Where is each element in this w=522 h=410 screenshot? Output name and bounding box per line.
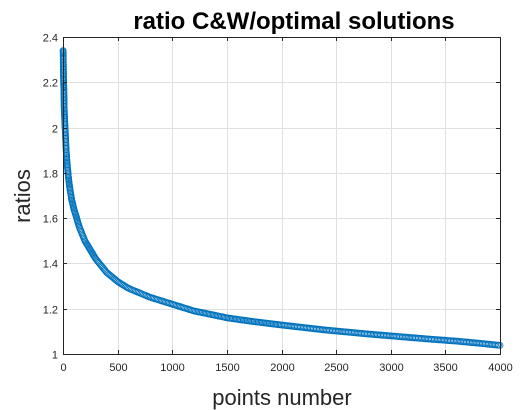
x-tick-label: 4000 [488,362,512,374]
x-tick-label: 3000 [379,362,403,374]
y-tick-label: 1.2 [43,305,58,317]
data-point [113,277,120,285]
axis-ticks: 0 500 1000 1500 2000 2500 3000 3500 4000 1 1.2 1.4 1… [43,33,513,375]
chart-title: ratio C&W/optimal solutions [133,8,454,35]
data-point [91,254,99,262]
x-tick-label: 2000 [270,362,294,374]
x-tick-label: 2500 [324,362,348,374]
y-tick-label: 2.2 [43,78,58,90]
y-axis-label: ratios [10,169,35,223]
grid [63,37,501,355]
y-tick-label: 1.6 [43,214,58,226]
x-tick-label: 3500 [433,362,457,374]
y-tick-label: 1.8 [43,169,58,181]
y-tick-label: 2.4 [43,33,58,45]
x-tick-label: 1500 [215,362,239,374]
y-tick-label: 2 [52,124,58,136]
y-tick-label: 1 [52,350,58,362]
x-tick-label: 0 [60,362,66,374]
data-series [59,47,504,349]
x-axis-label: points number [212,385,351,410]
y-tick-label: 1.4 [43,259,58,271]
x-tick-label: 500 [109,362,127,374]
x-tick-label: 1000 [160,362,184,374]
